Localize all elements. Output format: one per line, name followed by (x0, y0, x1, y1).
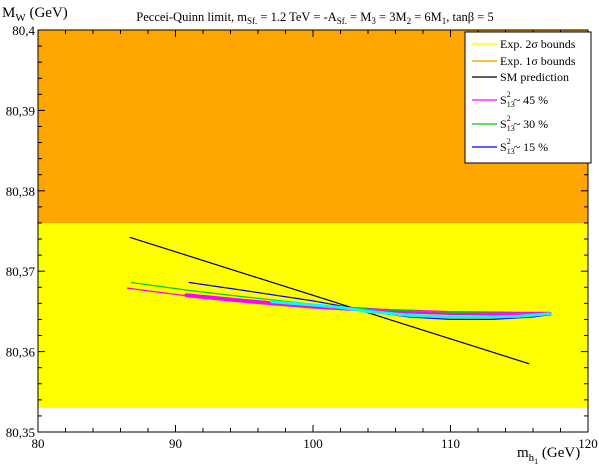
legend-entry-s45: S132 ~ 45 % (472, 90, 548, 109)
y-tick-label: 80,39 (6, 103, 35, 118)
legend-label-s30: S132 ~ 30 % (500, 114, 548, 133)
legend-box (464, 31, 592, 164)
legend-entry-2sigma: Exp. 2σ bounds (472, 37, 576, 51)
series-sm-prediction (129, 236, 530, 365)
y-tick-label: 80,36 (6, 345, 36, 360)
x-tick-label: 80 (32, 436, 45, 451)
x-tick-label: 110 (441, 436, 460, 451)
chart-title: Peccei-Quinn limit, mSf. = 1.2 TeV = -AS… (136, 10, 493, 26)
series-cyan-band (270, 300, 551, 319)
legend-entry-1sigma: Exp. 1σ bounds (472, 54, 576, 68)
y-tick-label: 80,38 (6, 184, 35, 199)
legend-label-2sigma: Exp. 2σ bounds (500, 37, 576, 51)
y-axis-title: MW (GeV) (2, 5, 68, 24)
x-axis-title: mh1 (GeV) (517, 445, 580, 466)
legend: Exp. 2σ bounds Exp. 1σ bounds SM predict… (464, 31, 592, 164)
legend-entry-sm: SM prediction (472, 70, 569, 84)
legend-label-s45: S132 ~ 45 % (500, 90, 548, 109)
legend-label-s15: S132 ~ 15 % (500, 137, 548, 156)
legend-entry-s30: S132 ~ 30 % (472, 114, 548, 133)
y-tick-label: 80,35 (6, 425, 35, 440)
y-tick-label: 80,4 (12, 23, 35, 38)
x-tick-label: 90 (169, 436, 182, 451)
legend-entry-s15: S132 ~ 15 % (472, 137, 548, 156)
x-tick-label: 120 (578, 436, 598, 451)
legend-label-1sigma: Exp. 1σ bounds (500, 54, 576, 68)
legend-label-sm: SM prediction (500, 70, 569, 84)
x-tick-label: 100 (303, 436, 323, 451)
series-layer (126, 236, 552, 365)
y-tick-label: 80,37 (6, 264, 36, 279)
